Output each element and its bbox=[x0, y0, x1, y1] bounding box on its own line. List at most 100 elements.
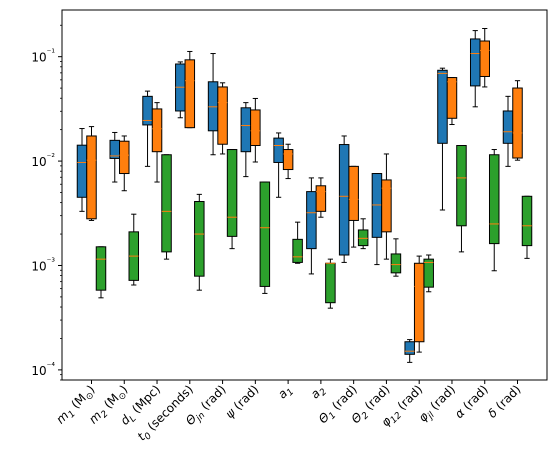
box-2-14 bbox=[512, 80, 523, 161]
box-2-8 bbox=[315, 177, 327, 218]
box-body bbox=[282, 149, 294, 171]
box-body bbox=[413, 262, 425, 343]
box-1-13 bbox=[469, 30, 481, 108]
plot-border bbox=[61, 9, 548, 381]
box-body bbox=[184, 59, 196, 129]
box-2-9 bbox=[348, 165, 359, 248]
x-tick-label: a2 bbox=[308, 382, 329, 403]
box-3-3 bbox=[161, 154, 172, 260]
y-tick-label: 10⁻³ bbox=[31, 257, 55, 273]
box-layer bbox=[76, 27, 533, 363]
box-body bbox=[315, 185, 327, 212]
y-axis: 10⁻⁴ 10⁻³ 10⁻² 10⁻¹ bbox=[31, 24, 62, 381]
box-body bbox=[521, 195, 533, 247]
box-body bbox=[423, 258, 434, 288]
box-3-13 bbox=[488, 149, 500, 272]
box-body bbox=[86, 135, 97, 220]
box-body bbox=[488, 154, 500, 245]
box-2-6 bbox=[250, 97, 261, 163]
x-tick-label: δ (rad) bbox=[485, 382, 523, 420]
box-2-4 bbox=[184, 50, 196, 129]
box-body bbox=[338, 144, 350, 256]
x-tick-label: ψ (rad) bbox=[223, 382, 262, 421]
x-tick-label: φjl (rad) bbox=[416, 382, 461, 427]
series-2 bbox=[86, 27, 523, 353]
series-3 bbox=[95, 145, 533, 309]
box-2-12 bbox=[446, 77, 458, 126]
box-1-5 bbox=[207, 53, 219, 156]
x-tick-label: a1 bbox=[275, 382, 296, 403]
box-body bbox=[95, 246, 107, 291]
box-3-6 bbox=[259, 181, 271, 294]
box-1-11 bbox=[404, 339, 415, 363]
box-body bbox=[446, 77, 458, 119]
box-2-7 bbox=[282, 143, 294, 180]
box-3-1 bbox=[95, 246, 107, 299]
box-1-4 bbox=[175, 61, 186, 119]
box-2-2 bbox=[119, 135, 130, 192]
box-1-2 bbox=[109, 131, 121, 183]
box-body bbox=[250, 109, 261, 147]
box-1-14 bbox=[502, 95, 514, 167]
y-tick-label: 10⁻² bbox=[31, 153, 55, 169]
box-1-1 bbox=[76, 128, 88, 212]
box-body bbox=[390, 253, 402, 274]
box-body bbox=[240, 107, 252, 153]
box-body bbox=[161, 154, 172, 253]
box-2-3 bbox=[151, 102, 163, 183]
y-tick-label: 10⁻⁴ bbox=[31, 362, 55, 378]
box-3-14 bbox=[521, 195, 533, 259]
box-body bbox=[259, 181, 271, 287]
box-2-11 bbox=[413, 255, 425, 353]
box-body bbox=[381, 179, 392, 233]
box-body bbox=[325, 262, 336, 304]
x-tick-label: m2 (M⊙) bbox=[86, 382, 132, 428]
box-body bbox=[76, 144, 88, 198]
box-1-12 bbox=[437, 67, 448, 211]
x-axis: m1 (M⊙)m2 (M⊙)dL (Mpc)t0 (seconds)Θjn (r… bbox=[53, 380, 524, 444]
box-1-8 bbox=[306, 177, 317, 275]
box-body bbox=[306, 191, 317, 250]
box-2-13 bbox=[479, 27, 490, 88]
box-body bbox=[404, 341, 415, 355]
box-2-5 bbox=[217, 82, 228, 155]
box-3-10 bbox=[390, 238, 402, 277]
box-body bbox=[437, 69, 448, 144]
x-tick-label: α (rad) bbox=[452, 382, 491, 421]
axes-frame bbox=[61, 9, 548, 381]
box-2-10 bbox=[381, 153, 392, 260]
box-body bbox=[469, 38, 481, 87]
box-2-1 bbox=[86, 126, 97, 221]
box-body bbox=[348, 165, 359, 221]
box-3-12 bbox=[456, 145, 467, 253]
box-1-10 bbox=[371, 173, 383, 266]
box-3-4 bbox=[194, 193, 205, 291]
box-body bbox=[194, 201, 205, 277]
box-3-2 bbox=[128, 213, 140, 286]
series-1 bbox=[76, 30, 514, 363]
box-body bbox=[226, 149, 238, 237]
box-3-8 bbox=[325, 258, 336, 309]
box-body bbox=[207, 81, 219, 132]
box-body bbox=[456, 145, 467, 227]
box-body bbox=[273, 137, 284, 163]
box-1-9 bbox=[338, 135, 350, 263]
box-3-9 bbox=[357, 218, 369, 250]
box-3-5 bbox=[226, 149, 238, 250]
box-1-6 bbox=[240, 102, 252, 178]
box-body bbox=[292, 238, 303, 263]
box-1-3 bbox=[142, 90, 153, 167]
box-body bbox=[479, 40, 490, 77]
box-body bbox=[502, 110, 514, 144]
box-body bbox=[151, 108, 163, 153]
box-3-7 bbox=[292, 221, 303, 264]
box-3-11 bbox=[423, 254, 434, 293]
y-tick-label: 10⁻¹ bbox=[31, 49, 55, 65]
box-1-7 bbox=[273, 132, 284, 198]
box-body bbox=[217, 86, 228, 145]
box-body bbox=[119, 140, 130, 175]
box-body bbox=[357, 229, 369, 247]
box-body bbox=[512, 87, 523, 159]
